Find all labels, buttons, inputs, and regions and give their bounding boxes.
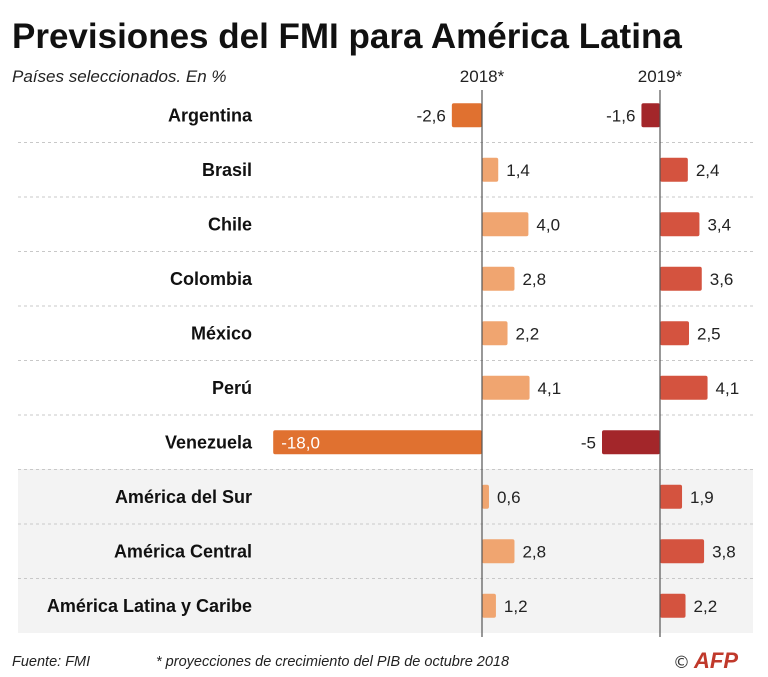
- value-label-2018-0: -2,6: [417, 106, 446, 125]
- value-label-2019-6: -5: [581, 433, 596, 452]
- category-label: México: [191, 323, 252, 343]
- value-label-2018-1: 1,4: [506, 161, 530, 180]
- bar-2018-6: [273, 430, 482, 455]
- category-label: América Latina y Caribe: [47, 596, 252, 616]
- source-note: Fuente: FMI: [12, 654, 90, 670]
- bar-2018-4: [482, 321, 508, 346]
- column-header-2018: 2018*: [460, 67, 505, 86]
- value-label-2019-5: 4,1: [716, 379, 740, 398]
- value-label-2019-3: 3,6: [710, 270, 734, 289]
- bar-2018-7: [482, 484, 489, 509]
- value-label-2018-3: 2,8: [522, 270, 546, 289]
- footnote: * proyecciones de crecimiento del PIB de…: [156, 654, 509, 670]
- category-label: América Central: [114, 541, 252, 561]
- value-label-2019-4: 2,5: [697, 324, 721, 343]
- bar-2019-1: [660, 157, 688, 182]
- bar-2019-0: [641, 103, 660, 128]
- bar-2018-5: [482, 375, 530, 400]
- copyright-symbol: ©: [673, 653, 690, 673]
- bar-2018-1: [482, 157, 499, 182]
- value-label-2018-9: 1,2: [504, 597, 528, 616]
- bar-2019-5: [660, 375, 708, 400]
- bar-2019-8: [660, 539, 705, 564]
- category-label: Brasil: [202, 160, 252, 180]
- bar-2018-2: [482, 212, 529, 237]
- bar-2019-4: [660, 321, 689, 346]
- value-label-2018-8: 2,8: [522, 542, 546, 561]
- value-label-2018-4: 2,2: [516, 324, 540, 343]
- category-label: Argentina: [168, 105, 253, 125]
- value-label-2019-2: 3,4: [707, 215, 731, 234]
- aggregate-band: [18, 469, 753, 633]
- value-label-2019-7: 1,9: [690, 488, 714, 507]
- bar-2019-6: [602, 430, 660, 455]
- axes: [481, 90, 661, 637]
- bar-2018-9: [482, 593, 496, 618]
- value-label-2019-0: -1,6: [606, 106, 635, 125]
- category-label: Venezuela: [165, 432, 253, 452]
- category-label: Perú: [212, 378, 252, 398]
- value-label-2019-9: 2,2: [694, 597, 718, 616]
- value-label-2018-7: 0,6: [497, 488, 521, 507]
- bar-2019-7: [660, 484, 683, 509]
- bar-2019-3: [660, 266, 702, 291]
- value-label-2018-6: -18,0: [281, 433, 320, 452]
- chart-title: Previsiones del FMI para América Latina: [12, 17, 682, 56]
- bar-2019-2: [660, 212, 700, 237]
- value-label-2018-5: 4,1: [538, 379, 562, 398]
- afp-logo: AFP: [693, 648, 738, 673]
- row-separators: [18, 142, 753, 579]
- category-label: Chile: [208, 214, 252, 234]
- bar-2019-9: [660, 593, 686, 618]
- labels: Argentina Brasil Chile Colombia México Perú Ve…: [47, 105, 739, 616]
- value-label-2019-8: 3,8: [712, 542, 736, 561]
- column-header-2019: 2019*: [638, 67, 683, 86]
- value-label-2019-1: 2,4: [696, 161, 720, 180]
- value-label-2018-2: 4,0: [536, 215, 560, 234]
- bar-2018-8: [482, 539, 515, 564]
- category-label: América del Sur: [115, 487, 252, 507]
- bar-2018-3: [482, 266, 515, 291]
- bar-2018-0: [451, 103, 482, 128]
- bars: [273, 103, 708, 618]
- category-label: Colombia: [170, 269, 253, 289]
- chart-subtitle: Países seleccionados. En %: [12, 67, 227, 86]
